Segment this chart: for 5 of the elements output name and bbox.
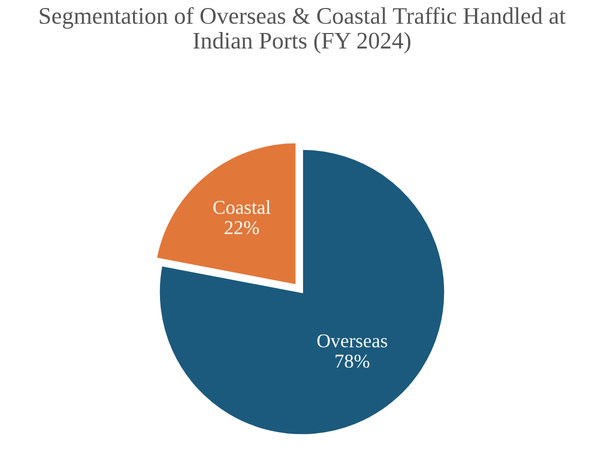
data-label: 78% (336, 354, 370, 368)
slice-label: Overseas (317, 334, 388, 348)
data-label: 22% (224, 221, 259, 234)
chart-title: Segmentation of Overseas & Coastal Traffic Handled at Indian Ports (FY 2024) (40, 7, 566, 54)
slice-label: Coastal (213, 200, 271, 214)
